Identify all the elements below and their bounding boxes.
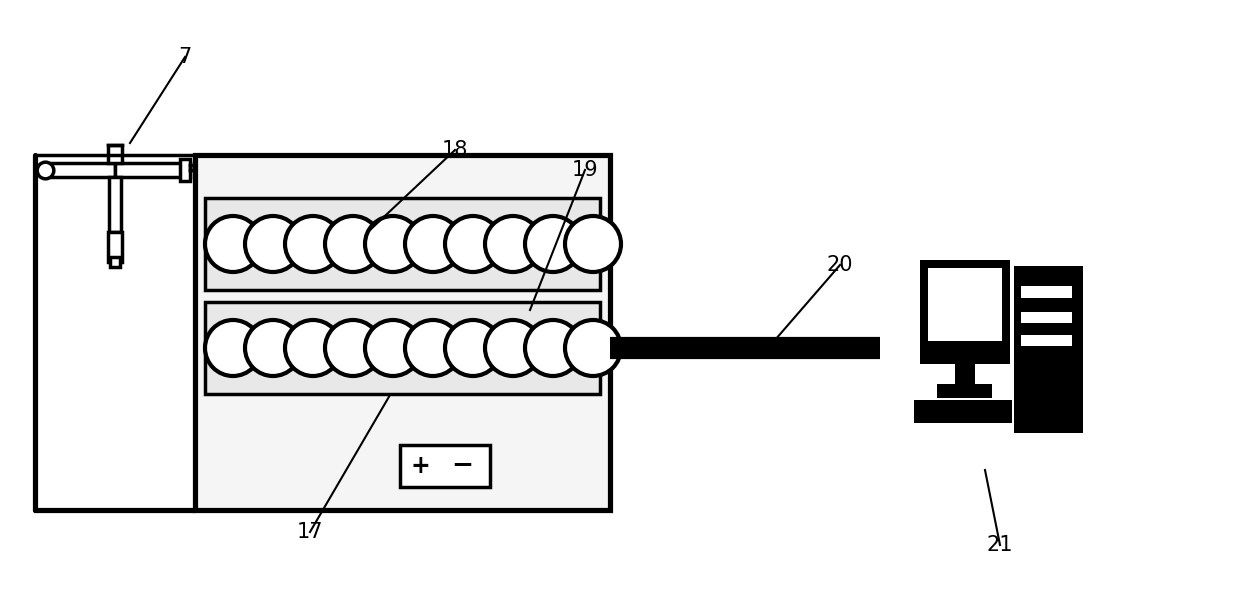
Circle shape [204, 216, 261, 272]
Bar [109, 177, 121, 232]
Bar [928, 268, 1001, 340]
Circle shape [245, 216, 301, 272]
Bar [45, 163, 115, 177]
Bar [1021, 312, 1072, 323]
Circle shape [484, 320, 541, 376]
Bar [921, 260, 1010, 364]
Text: 19: 19 [571, 160, 598, 180]
Circle shape [405, 216, 461, 272]
Circle shape [285, 216, 341, 272]
Circle shape [366, 320, 421, 376]
Bar [115, 163, 190, 177]
Bar [400, 445, 489, 487]
Text: 7: 7 [178, 47, 192, 67]
Circle shape [445, 320, 501, 376]
Bar [108, 232, 121, 262]
Bar [1021, 286, 1072, 298]
Circle shape [565, 320, 621, 376]
Bar [204, 302, 600, 394]
Circle shape [525, 320, 581, 376]
Circle shape [484, 216, 541, 272]
Bar [195, 155, 610, 510]
Circle shape [204, 320, 261, 376]
Bar [1021, 335, 1072, 346]
Text: +: + [410, 454, 430, 478]
Bar [180, 159, 190, 181]
Bar [1015, 266, 1083, 433]
Bar [204, 198, 600, 290]
Text: 20: 20 [826, 255, 854, 275]
Circle shape [325, 320, 382, 376]
Bar [954, 364, 975, 386]
Circle shape [366, 216, 421, 272]
Circle shape [525, 216, 581, 272]
Text: 21: 21 [986, 535, 1014, 555]
Bar [914, 400, 1012, 423]
Text: −: − [451, 453, 473, 479]
Circle shape [245, 320, 301, 376]
Bar [108, 145, 121, 163]
Bar [110, 257, 120, 267]
Circle shape [565, 216, 621, 272]
Text: 18: 18 [442, 140, 468, 160]
Text: 17: 17 [297, 522, 323, 542]
Ellipse shape [1032, 399, 1057, 431]
Circle shape [325, 216, 382, 272]
Circle shape [405, 320, 461, 376]
Circle shape [285, 320, 341, 376]
Bar [937, 384, 992, 398]
Circle shape [445, 216, 501, 272]
